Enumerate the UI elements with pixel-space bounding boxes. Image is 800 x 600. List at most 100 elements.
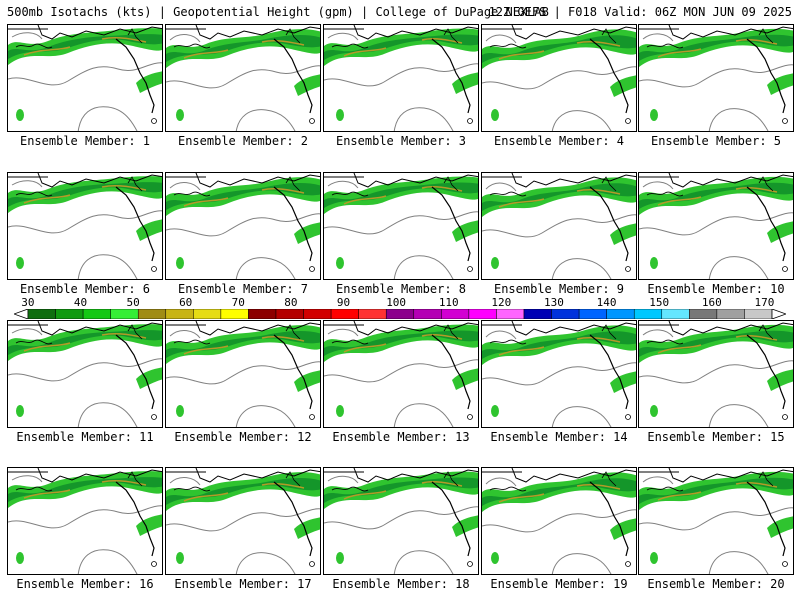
island-outline <box>309 266 315 272</box>
jet-stream-core <box>8 34 162 59</box>
jet-maximum-streak <box>657 344 702 354</box>
wind-patch <box>491 552 499 564</box>
island-outline <box>782 561 788 567</box>
jet-stream-band <box>767 73 793 95</box>
height-contour <box>11 328 43 336</box>
ensemble-member-map[interactable] <box>481 320 637 428</box>
wind-patch <box>650 405 658 417</box>
map-graphic <box>639 173 793 279</box>
height-contour <box>77 254 138 279</box>
ensemble-member-map[interactable] <box>323 172 479 280</box>
ensemble-member-map[interactable] <box>7 24 163 132</box>
ensemble-member-map[interactable] <box>323 467 479 575</box>
colorbar-swatch <box>275 309 304 319</box>
colorbar-swatch <box>220 309 249 319</box>
ensemble-member-map[interactable] <box>165 467 321 575</box>
map-graphic <box>8 25 162 131</box>
panel-caption: Ensemble Member: 11 <box>16 430 154 444</box>
map-graphic <box>8 468 162 574</box>
country-border <box>8 25 162 40</box>
jet-stream-core <box>324 330 478 356</box>
ensemble-member-map[interactable] <box>638 320 794 428</box>
height-contour <box>169 330 201 339</box>
island-outline <box>625 561 631 567</box>
ensemble-member-map[interactable] <box>638 467 794 575</box>
state-border <box>601 176 617 192</box>
ensemble-member-map[interactable] <box>481 172 637 280</box>
ensemble-member-map[interactable] <box>323 24 479 132</box>
map-graphic <box>166 25 320 131</box>
jet-stream-band <box>8 176 162 213</box>
height-contour <box>708 256 769 279</box>
ensemble-member-map[interactable] <box>165 320 321 428</box>
coastline <box>431 481 471 557</box>
panel-caption: Ensemble Member: 4 <box>493 134 625 148</box>
ensemble-member-map[interactable] <box>323 320 479 428</box>
colorbar-swatch <box>27 309 56 319</box>
jet-stream-band <box>452 515 478 537</box>
ensemble-member-map[interactable] <box>638 172 794 280</box>
map-graphic <box>482 468 636 574</box>
ensemble-member-map[interactable] <box>7 320 163 428</box>
height-contour <box>708 551 769 574</box>
panel-caption: Ensemble Member: 3 <box>335 134 467 148</box>
height-contour <box>235 109 296 131</box>
jet-stream-core <box>324 182 478 208</box>
island-outline <box>625 414 631 420</box>
ensemble-member-map[interactable] <box>7 172 163 280</box>
jet-stream-band <box>136 367 162 389</box>
ensemble-member-map[interactable] <box>165 172 321 280</box>
jet-maximum-streak <box>576 484 621 490</box>
coastline <box>746 38 786 114</box>
ensemble-member-map[interactable] <box>638 24 794 132</box>
wind-patch <box>176 109 184 121</box>
jet-maximum-streak <box>343 343 387 353</box>
ensemble-member-map[interactable] <box>481 24 637 132</box>
map-graphic <box>8 321 162 427</box>
jet-stream-core <box>639 182 793 209</box>
ensemble-member-map[interactable] <box>7 467 163 575</box>
height-contour <box>77 402 138 427</box>
coastline <box>273 38 313 114</box>
country-border <box>8 173 162 188</box>
state-border <box>443 471 459 487</box>
height-contour <box>11 32 43 40</box>
state-border <box>601 324 617 340</box>
ensemble-member-map[interactable] <box>481 467 637 575</box>
jet-maximum-streak <box>101 480 147 486</box>
colorbar-swatch <box>468 309 497 319</box>
map-graphic <box>324 468 478 574</box>
wind-patch <box>650 109 658 121</box>
height-contour <box>324 506 478 530</box>
country-border <box>166 173 320 188</box>
state-border <box>331 43 369 49</box>
coastline <box>589 186 629 262</box>
height-contour <box>166 213 320 237</box>
isotach-colorbar: 30 40 50 60 70 80 90 100 110 120 130 140 150 160 170 <box>14 297 786 321</box>
island-outline <box>151 266 157 272</box>
state-border <box>489 191 527 197</box>
island-outline <box>467 266 473 272</box>
height-contour <box>11 475 43 483</box>
island-outline <box>467 118 473 124</box>
jet-maximum-streak <box>657 48 702 58</box>
colorbar-tick-label: 120 <box>491 296 512 309</box>
state-border <box>285 28 301 44</box>
colorbar-tick-label: 150 <box>649 296 670 309</box>
height-contour <box>169 182 201 191</box>
jet-stream-core <box>324 477 478 503</box>
map-graphic <box>166 321 320 427</box>
state-border <box>285 471 301 487</box>
jet-maximum-streak <box>183 492 229 502</box>
jet-stream-band <box>452 368 478 390</box>
jet-maximum-streak <box>657 196 702 206</box>
height-contour <box>551 553 612 574</box>
colorbar-swatch <box>523 309 552 319</box>
jet-maximum-streak <box>498 50 545 60</box>
panel-caption: Ensemble Member: 15 <box>647 430 785 444</box>
ensemble-member-map[interactable] <box>165 24 321 132</box>
jet-maximum-streak <box>498 198 545 208</box>
height-contour <box>551 110 612 131</box>
jet-maximum-streak <box>183 197 229 207</box>
state-border <box>173 486 211 492</box>
